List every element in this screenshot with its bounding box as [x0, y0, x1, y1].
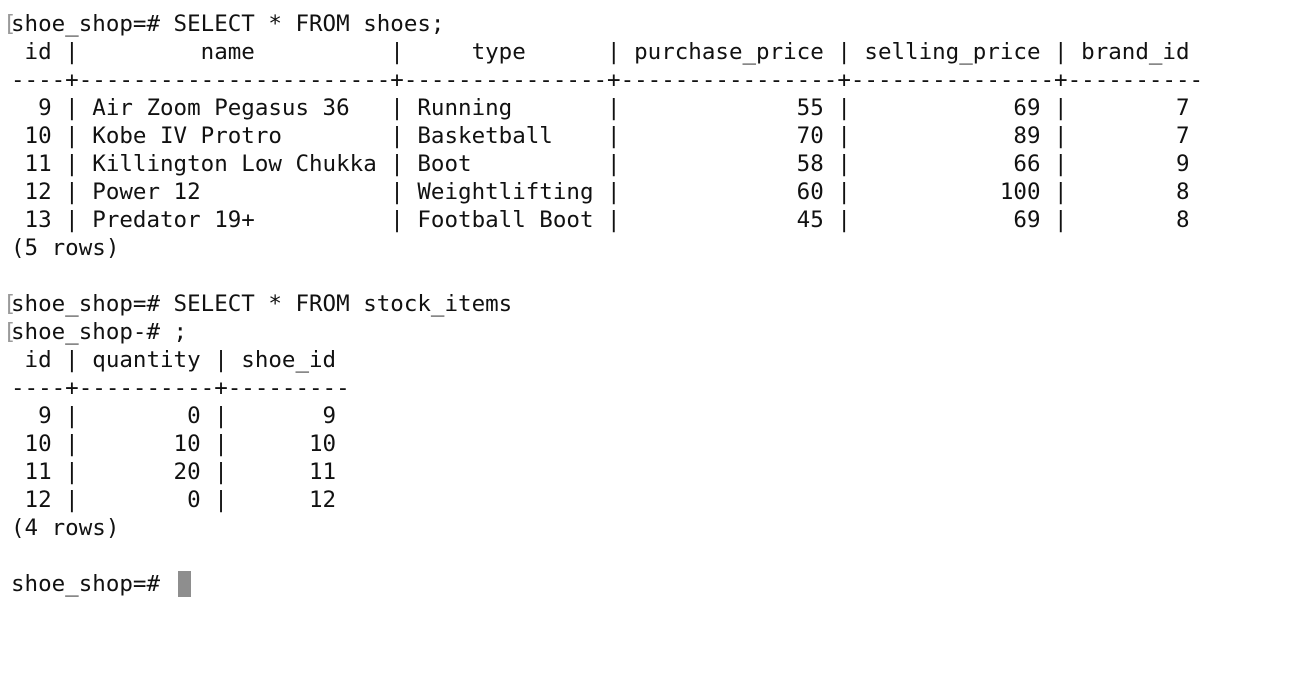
prompt-marker: [	[3, 11, 17, 37]
row-count-stock: (4 rows)	[11, 515, 120, 541]
command-continuation-line: shoe_shop-# ;	[11, 319, 188, 345]
table-row: 11 | 20 | 11	[11, 459, 337, 485]
table-row: 10 | Kobe IV Protro | Basketball | 70 | …	[11, 123, 1190, 149]
prompt-marker: [	[3, 291, 17, 317]
prompt-marker: [	[3, 319, 17, 345]
text-cursor	[178, 571, 191, 597]
shoes-table-header: id | name | type | purchase_price | sell…	[11, 39, 1190, 65]
table-row: 12 | Power 12 | Weightlifting | 60 | 100…	[11, 179, 1190, 205]
stock-table-separator: ----+----------+---------	[11, 375, 350, 401]
shoes-table-separator: ----+-----------------------+-----------…	[11, 67, 1204, 93]
table-row: 9 | 0 | 9	[11, 403, 337, 429]
command-line-shoes-query: shoe_shop=# SELECT * FROM shoes;	[11, 11, 445, 37]
terminal-window[interactable]: [ shoe_shop=# SELECT * FROM shoes; id | …	[0, 10, 1306, 676]
table-row: 13 | Predator 19+ | Football Boot | 45 |…	[11, 207, 1190, 233]
row-count-shoes: (5 rows)	[11, 235, 120, 261]
table-row: 11 | Killington Low Chukka | Boot | 58 |…	[11, 151, 1190, 177]
command-line-stock-query: shoe_shop=# SELECT * FROM stock_items	[11, 291, 513, 317]
table-row: 10 | 10 | 10	[11, 431, 337, 457]
stock-table-header: id | quantity | shoe_id	[11, 347, 337, 373]
table-row: 9 | Air Zoom Pegasus 36 | Running | 55 |…	[11, 95, 1190, 121]
table-row: 12 | 0 | 12	[11, 487, 337, 513]
active-prompt[interactable]: shoe_shop=#	[11, 571, 174, 597]
